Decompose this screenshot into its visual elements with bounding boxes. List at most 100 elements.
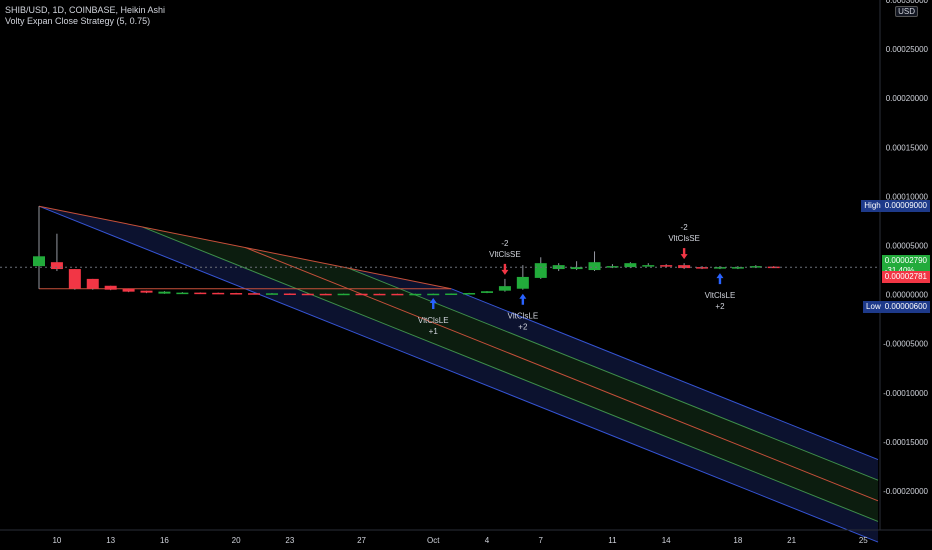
currency-unit-badge[interactable]: USD	[895, 6, 918, 17]
signal-name: VltClsLE	[705, 291, 736, 300]
candle[interactable]	[534, 257, 547, 279]
candle[interactable]	[158, 291, 171, 294]
pitchfork-drawing[interactable]	[38, 205, 879, 543]
indicator-title[interactable]: Volty Expan Close Strategy (5, 0.75)	[5, 16, 151, 26]
signal-qty: +2	[715, 302, 725, 311]
candle-body	[588, 262, 601, 271]
fork-inner-line-upper	[141, 226, 879, 522]
candle[interactable]	[104, 285, 117, 291]
candle[interactable]	[570, 261, 583, 271]
candle[interactable]	[498, 278, 511, 292]
short-arrow-icon	[501, 263, 509, 275]
candle[interactable]	[248, 293, 261, 295]
candle[interactable]	[301, 293, 314, 296]
candle[interactable]	[68, 269, 81, 290]
long-arrow-icon	[429, 298, 437, 310]
candle[interactable]	[660, 264, 673, 268]
short-signal[interactable]: VltClsSE -2	[668, 223, 700, 260]
candle[interactable]	[427, 293, 440, 296]
candle-body	[642, 265, 655, 267]
long-signal[interactable]: VltClsLE +1	[418, 298, 449, 336]
candle[interactable]	[678, 263, 691, 270]
candle[interactable]	[516, 265, 529, 290]
candle[interactable]	[373, 293, 386, 296]
candle[interactable]	[552, 263, 565, 272]
candle[interactable]	[355, 293, 368, 296]
low-value: 0.00000600	[884, 302, 927, 311]
candle-body	[301, 293, 314, 296]
price-tick-label: 0.00005000	[886, 242, 929, 251]
candle-body	[427, 293, 440, 296]
candle-body	[68, 269, 81, 289]
price-axis[interactable]: 0.00030000 0.00025000 0.00020000 0.00015000…	[879, 0, 929, 530]
time-tick-label: 13	[106, 536, 115, 545]
high-price-tag: High 0.00009000	[861, 200, 930, 213]
candle[interactable]	[230, 292, 243, 295]
signal-qty: -2	[681, 223, 689, 232]
candle[interactable]	[481, 291, 493, 294]
fork-inner-line-lower	[347, 267, 879, 481]
candle[interactable]	[122, 288, 135, 293]
time-tick-label: 7	[539, 536, 544, 545]
signal-qty: -2	[501, 239, 509, 248]
candle-body	[158, 291, 171, 294]
candle-body	[481, 291, 493, 293]
time-tick-label: 10	[52, 536, 61, 545]
candle[interactable]	[86, 278, 99, 290]
candle-body	[104, 285, 117, 290]
candle-body	[265, 293, 278, 295]
signal-qty: +2	[518, 323, 528, 332]
candle-body	[373, 293, 386, 296]
candle[interactable]	[588, 251, 601, 272]
symbol-title[interactable]: SHIB/USD, 1D, COINBASE, Heikin Ashi	[5, 5, 166, 15]
long-signal[interactable]: VltClsLE +2	[507, 293, 538, 332]
candle[interactable]	[445, 293, 458, 296]
low-price-tag: Low 0.00000600	[863, 301, 930, 313]
price-tick-label: 0.00025000	[886, 45, 929, 54]
candle[interactable]	[642, 263, 655, 267]
candle[interactable]	[713, 266, 726, 270]
candle[interactable]	[194, 292, 207, 295]
candle-body	[767, 266, 780, 269]
candle-body	[50, 262, 63, 270]
candle[interactable]	[176, 292, 189, 295]
short-signal[interactable]: VltClsSE -2	[489, 239, 521, 275]
candle[interactable]	[391, 293, 404, 296]
price-tick-label: -0.00005000	[883, 340, 928, 349]
candle[interactable]	[50, 233, 63, 272]
signal-qty: +1	[429, 327, 439, 336]
candle[interactable]	[409, 293, 422, 296]
candle-body	[660, 265, 673, 267]
candle[interactable]	[283, 293, 296, 296]
high-label: High	[864, 201, 881, 211]
candle-body	[713, 267, 726, 269]
candle-body	[463, 293, 476, 295]
time-tick-label: 25	[859, 536, 868, 545]
candle[interactable]	[337, 293, 350, 296]
candle[interactable]	[265, 293, 278, 295]
candle[interactable]	[767, 266, 780, 269]
price-tick-label: 0.00000000	[886, 291, 929, 300]
candle[interactable]	[731, 266, 744, 270]
short-arrow-icon	[680, 248, 688, 260]
candle-body	[319, 293, 332, 296]
long-signal[interactable]: VltClsLE +2	[705, 273, 736, 311]
high-value: 0.00009000	[884, 201, 927, 211]
candle[interactable]	[140, 290, 153, 294]
candle[interactable]	[212, 292, 225, 295]
candle[interactable]	[319, 293, 332, 296]
candle[interactable]	[33, 206, 45, 289]
candle-body	[283, 293, 296, 296]
fork-upper-line	[38, 205, 879, 543]
candle-body	[33, 256, 45, 267]
candle-body	[122, 288, 135, 292]
candle[interactable]	[463, 292, 476, 295]
time-axis[interactable]: 10 13 16 20 23 27 Oct 4 7 11 14 18 21 25	[0, 529, 932, 545]
time-tick-label: 16	[160, 536, 169, 545]
candle[interactable]	[696, 266, 709, 270]
candle[interactable]	[606, 264, 619, 269]
candle-body	[696, 267, 709, 269]
low-label: Low	[866, 302, 881, 311]
signal-name: VltClsLE	[507, 312, 538, 321]
